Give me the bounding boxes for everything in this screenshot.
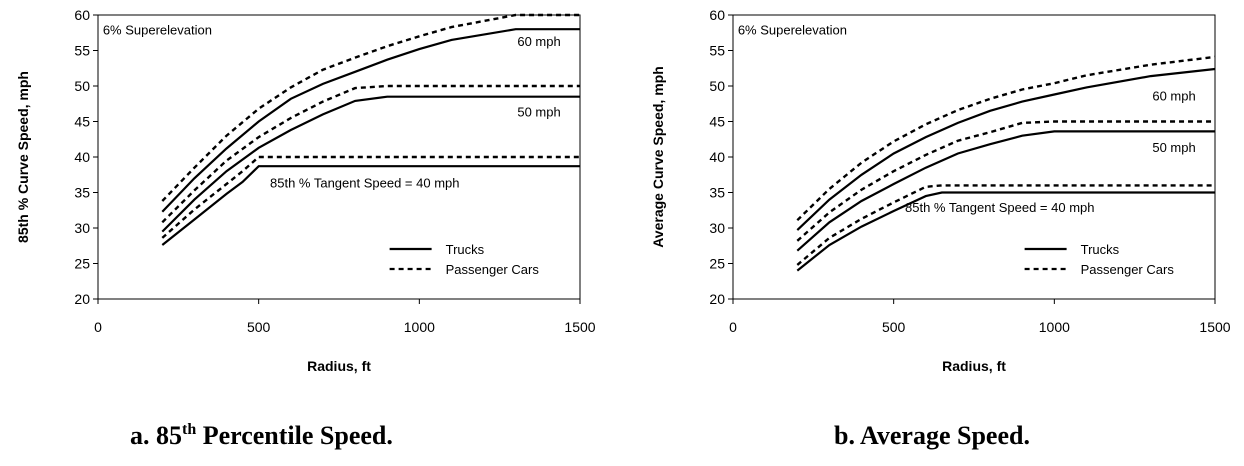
trucks-series-line-2 [161,95,580,233]
y-tick-label: 25 [74,256,90,272]
x-tick-label: 0 [94,319,102,335]
trucks-series-line-4 [161,165,580,246]
annotation-1: 60 mph [517,34,560,49]
passenger-cars-series-line-1 [796,55,1216,222]
x-tick-label: 1500 [1199,319,1230,335]
y-tick-label: 30 [74,220,90,236]
y-tick-label: 45 [709,114,725,130]
y-tick-label: 35 [709,185,725,201]
caption-average-speed: b. Average Speed. [834,421,1030,450]
y-tick-label: 60 [74,7,90,23]
y-tick-label: 45 [74,114,90,130]
passenger-cars-series-line-3 [796,120,1215,242]
x-tick-label: 1000 [1039,319,1070,335]
legend-label-trucks: Trucks [1081,242,1120,257]
y-tick-label: 35 [74,185,90,201]
x-axis-label: Radius, ft [307,358,371,374]
plot-frame [732,14,1216,300]
annotation-3: 85th % Tangent Speed = 40 mph [270,175,460,190]
y-tick-label: 60 [709,7,725,23]
caption-85th-percentile: a. 85th Percentile Speed. [130,421,393,450]
annotation-0: 6% Superelevation [103,23,212,38]
trucks-series-line-0 [796,67,1216,231]
y-tick-label: 40 [709,149,725,165]
y-tick-label: 20 [74,291,90,307]
legend-label-passenger-cars: Passenger Cars [1081,262,1175,277]
y-tick-label: 50 [74,78,90,94]
y-tick-label: 30 [709,220,725,236]
y-tick-label: 20 [709,291,725,307]
y-axis-label: Average Curve Speed, mph [650,66,666,248]
y-tick-label: 40 [74,149,90,165]
chart-average-speed: 20 25 30 35 40 45 50 55 60 0 500 1000 1500 Radius, ft… [650,7,1231,374]
trucks-series-line-2 [796,130,1215,252]
annotation-0: 6% Superelevation [738,23,847,38]
passenger-cars-series-line-5 [796,184,1215,266]
passenger-cars-series-line-3 [161,84,580,224]
passenger-cars-series-line-1 [161,13,580,202]
trucks-series-line-4 [796,191,1215,272]
x-tick-label: 0 [729,319,737,335]
trucks-series-line-0 [161,28,580,213]
y-axis-label: 85th % Curve Speed, mph [15,71,31,243]
passenger-cars-series-line-5 [161,155,580,239]
legend-label-passenger-cars: Passenger Cars [446,262,540,277]
y-tick-label: 50 [709,78,725,94]
annotation-1: 60 mph [1152,89,1195,104]
x-tick-label: 1500 [564,319,595,335]
x-tick-label: 500 [247,319,271,335]
legend-label-trucks: Trucks [446,242,485,257]
x-tick-label: 1000 [404,319,435,335]
chart-85th-percentile: 20 25 30 35 40 45 50 55 60 0 500 1000 1500 Radius, ft… [15,7,596,374]
y-tick-label: 55 [709,43,725,59]
y-tick-label: 55 [74,43,90,59]
annotation-3: 85th % Tangent Speed = 40 mph [905,200,1095,215]
x-axis-label: Radius, ft [942,358,1006,374]
y-tick-label: 25 [709,256,725,272]
annotation-2: 50 mph [1152,140,1195,155]
plot-frame [97,14,581,300]
x-tick-label: 500 [882,319,906,335]
annotation-2: 50 mph [517,104,560,119]
